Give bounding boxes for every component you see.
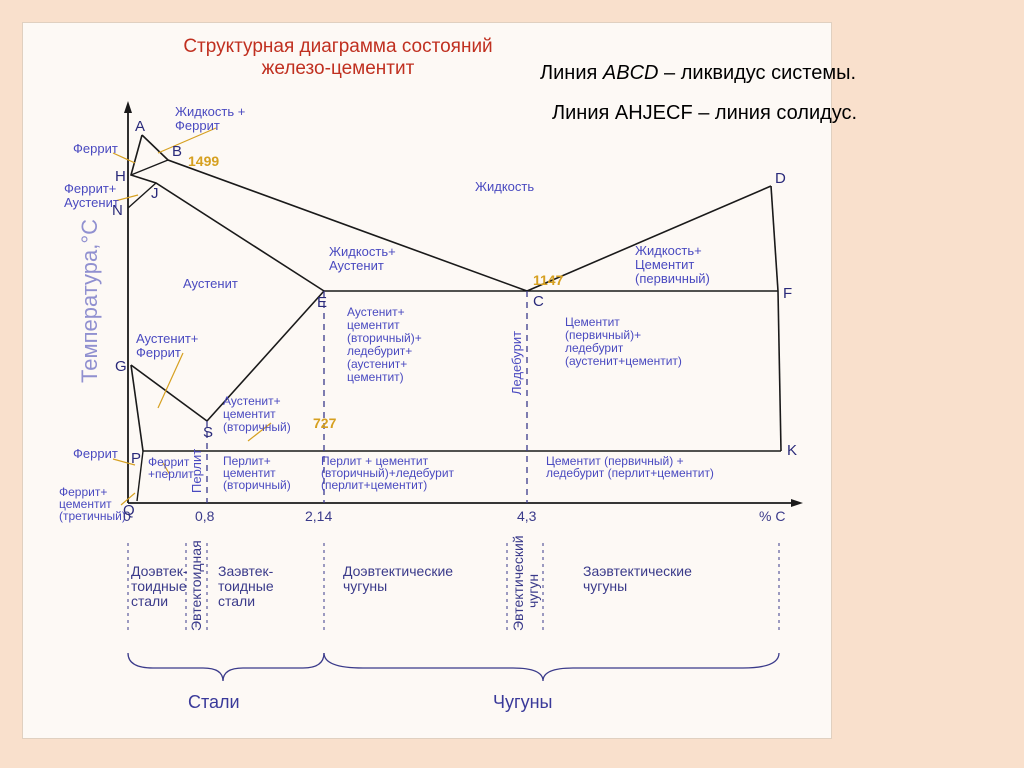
steels-label: Стали <box>188 692 240 712</box>
svg-text:Доэвтектическиечугуны: Доэвтектическиечугуны <box>343 563 453 594</box>
svg-text:F: F <box>783 285 792 302</box>
svg-text:0,8: 0,8 <box>195 508 215 524</box>
phase-diagram-svg: A B H J N D E C F G S P K Q 1499 1147 72… <box>23 23 831 738</box>
svg-text:Феррит: Феррит <box>73 141 118 156</box>
svg-text:Аустенит+цементит(вторичный): Аустенит+цементит(вторичный) <box>223 394 291 434</box>
svg-text:Ледебурит: Ледебурит <box>509 331 524 395</box>
svg-text:J: J <box>151 185 159 202</box>
svg-text:% С: % С <box>759 508 785 524</box>
svg-text:A: A <box>135 118 145 135</box>
irons-label: Чугуны <box>493 692 552 712</box>
y-axis-title: Температура,°С <box>77 219 102 383</box>
region-labels: Жидкость +Феррит Феррит Феррит+Аустенит … <box>59 104 714 523</box>
svg-text:Эвтектический: Эвтектический <box>510 535 526 631</box>
svg-text:B: B <box>172 143 182 160</box>
temp-1147: 1147 <box>533 272 564 288</box>
svg-text:Цементит (первичный) +ледебури: Цементит (первичный) +ледебурит (перлит+… <box>546 454 714 480</box>
svg-text:Перлит + цементит(вторичный)+л: Перлит + цементит(вторичный)+ледебурит(п… <box>321 454 455 492</box>
svg-text:Заэвтек-тоидныестали: Заэвтек-тоидныестали <box>218 563 274 609</box>
svg-text:Аустенит+Феррит: Аустенит+Феррит <box>136 331 198 360</box>
svg-text:Феррит+Аустенит: Феррит+Аустенит <box>64 181 119 210</box>
svg-text:Эвтектоидная: Эвтектоидная <box>188 540 204 631</box>
svg-text:чугун: чугун <box>525 574 541 608</box>
caption-solidus: Линия AHJECF – линия солидус. <box>552 102 857 125</box>
svg-text:Аустенит: Аустенит <box>183 276 238 291</box>
svg-text:Жидкость+Цементит(первичный): Жидкость+Цементит(первичный) <box>635 243 710 286</box>
svg-text:0: 0 <box>123 508 131 524</box>
svg-text:E: E <box>317 294 327 311</box>
svg-text:4,3: 4,3 <box>517 508 537 524</box>
svg-text:H: H <box>115 168 126 185</box>
svg-text:C: C <box>533 293 544 310</box>
svg-text:G: G <box>115 358 127 375</box>
caption-liquidus: Линия ABCD – ликвидус системы. <box>540 62 856 85</box>
svg-text:K: K <box>787 442 797 459</box>
svg-text:Феррит: Феррит <box>73 446 118 461</box>
svg-text:Доэвтек-тоидныестали: Доэвтек-тоидныестали <box>131 563 188 609</box>
svg-text:D: D <box>775 170 786 187</box>
svg-text:Перлит: Перлит <box>189 449 204 493</box>
svg-text:Цементит(первичный)+ледебурит(: Цементит(первичный)+ледебурит(аустенит+ц… <box>565 315 682 368</box>
svg-text:Феррит+перлит: Феррит+перлит <box>148 455 194 481</box>
svg-text:P: P <box>131 450 141 467</box>
svg-text:Перлит+цементит(вторичный): Перлит+цементит(вторичный) <box>223 454 291 492</box>
svg-text:2,14: 2,14 <box>305 508 332 524</box>
svg-text:Заэвтектическиечугуны: Заэвтектическиечугуны <box>583 563 692 594</box>
svg-text:Жидкость +Феррит: Жидкость +Феррит <box>175 104 245 133</box>
temp-727: 727 <box>313 415 337 431</box>
svg-text:Феррит+цементит(третичный): Феррит+цементит(третичный) <box>59 485 126 523</box>
svg-text:Жидкость: Жидкость <box>475 179 534 194</box>
temp-1499: 1499 <box>188 153 219 169</box>
diagram-panel: Структурная диаграмма состояний железо-ц… <box>22 22 832 739</box>
svg-text:Аустенит+цементит(вторичный)+л: Аустенит+цементит(вторичный)+ледебурит+(… <box>347 305 422 384</box>
svg-text:Жидкость+Аустенит: Жидкость+Аустенит <box>329 244 396 273</box>
svg-text:S: S <box>203 424 213 441</box>
